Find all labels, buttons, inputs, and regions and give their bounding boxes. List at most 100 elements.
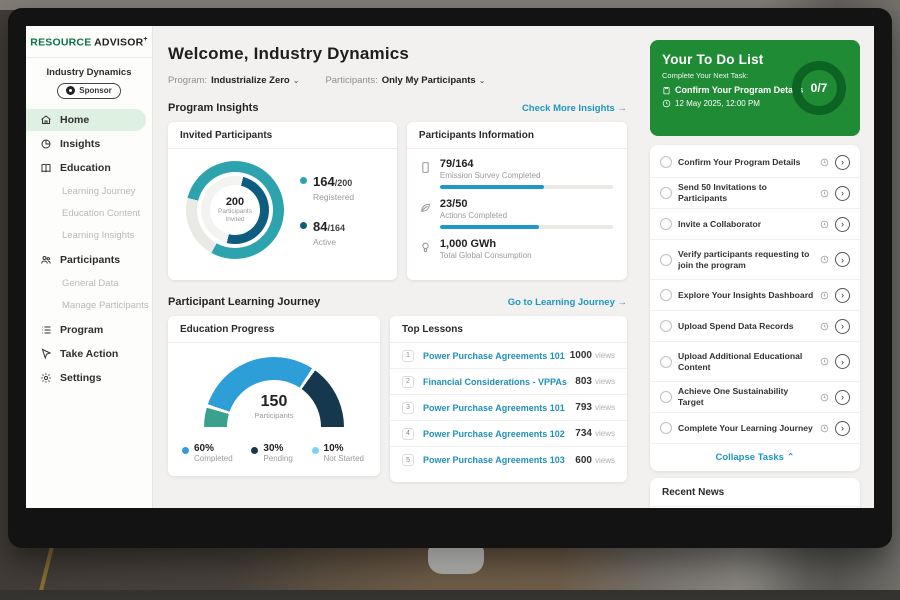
clock-icon [820,291,829,299]
sidebar-item-participants[interactable]: Participants [26,249,146,271]
task-go-button[interactable]: › [835,287,850,303]
lesson-views: 1000 [569,350,592,361]
chevron-right-icon: › [841,219,844,229]
program-filter[interactable]: Program: Industrialize Zero ⌄ [168,75,299,86]
active-dot-icon [300,222,307,229]
not-started-pct: 10% [323,443,344,454]
task-checkbox[interactable] [660,391,672,403]
task-checkbox[interactable] [660,320,672,332]
sidebar-item-program[interactable]: Program [26,319,146,341]
task-label: Upload Additional Educational Content [678,350,803,372]
lesson-title-link[interactable]: Financial Considerations - VPPAs [423,376,567,387]
sidebar-item-insights[interactable]: Insights [26,133,146,155]
task-row-send-invitations[interactable]: Send 50 Invitations to Participants › [650,178,860,209]
lesson-views-label: views [594,429,615,438]
filter-bar: Program: Industrialize Zero ⌄ Participants… [168,75,627,86]
sidebar: RESOURCE ADVISOR+ Industry Dynamics Spon… [26,26,153,508]
people-icon [41,255,51,264]
legend-pending: 30% Pending [251,443,293,463]
sidebar-item-manage-participants[interactable]: Manage Participants [62,299,149,311]
sidebar-item-education-content[interactable]: Education Content [62,207,141,219]
todo-tasks-card: Confirm Your Program Details › Send 50 I… [650,145,860,471]
task-row-invite-collaborator[interactable]: Invite a Collaborator › [650,209,860,240]
task-row-achieve-target[interactable]: Achieve One Sustainability Target › [650,382,860,413]
recent-news-card: Recent News [650,478,860,508]
chevron-down-icon: ⌄ [292,76,300,85]
stat-label: Actions Completed [439,211,508,220]
task-row-explore-insights[interactable]: Explore Your Insights Dashboard › [650,280,860,311]
invited-count: 200 [225,195,245,208]
bulb-icon [422,242,429,252]
program-filter-label: Program: [168,75,208,86]
participants-filter-value[interactable]: Only My Participants [381,75,476,86]
logo-text-advisor: ADVISOR [94,36,144,49]
task-checkbox[interactable] [660,422,672,434]
sidebar-item-settings[interactable]: Settings [26,367,146,389]
go-to-learning-journey-link[interactable]: Go to Learning Journey → [508,297,627,308]
stat-value: 79/164 [439,158,474,170]
task-row-upload-educational-content[interactable]: Upload Additional Educational Content › [650,342,860,382]
todo-title: Your To Do List [662,52,764,67]
donut-legend: 164/200 Registered 84/164 Active [300,173,354,247]
sidebar-item-label: Take Action [60,347,119,360]
dashboard-screen: RESOURCE ADVISOR+ Industry Dynamics Spon… [26,26,874,508]
task-go-button[interactable]: › [835,185,850,201]
task-checkbox[interactable] [660,253,672,266]
sidebar-item-take-action[interactable]: Take Action [26,343,146,365]
task-go-button[interactable]: › [835,216,850,232]
task-checkbox[interactable] [660,187,672,199]
chevron-right-icon: › [841,157,844,167]
chevron-right-icon: › [841,188,844,198]
task-row-upload-spend-data[interactable]: Upload Spend Data Records › [650,311,860,342]
card-title: Top Lessons [390,316,627,343]
task-go-button[interactable]: › [835,389,850,405]
task-go-button[interactable]: › [835,318,850,334]
monitor-stand [428,544,484,574]
background-bottom-strip [0,590,900,600]
task-checkbox[interactable] [660,156,672,168]
task-checkbox[interactable] [660,289,672,301]
sidebar-item-general-data[interactable]: General Data [62,277,119,289]
clock-icon [820,322,829,330]
donut-center-label: 200 Participants Invited [186,161,284,259]
task-go-button[interactable]: › [835,252,850,267]
lesson-title-link[interactable]: Power Purchase Agreements 103 [423,455,565,465]
sponsor-badge-label: Sponsor [79,86,112,95]
lesson-title-link[interactable]: Power Purchase Agreements 102 [423,428,565,439]
program-filter-value[interactable]: Industrialize Zero [211,75,290,86]
lesson-title-link[interactable]: Power Purchase Agreements 101 [423,402,565,413]
progressbar-fill [439,185,544,189]
todo-next-task-label: Confirm Your Program Details [675,85,804,95]
lesson-views-label: views [594,377,615,386]
invited-donut-chart: 200 Participants Invited [186,161,284,259]
task-row-confirm-program[interactable]: Confirm Your Program Details › [650,147,860,178]
lesson-row: 2 Financial Considerations - VPPAs 803 v… [390,369,627,395]
lesson-title-link[interactable]: Power Purchase Agreements 101 [423,350,565,361]
participants-filter[interactable]: Participants: Only My Participants ⌄ [325,75,485,86]
task-label: Complete Your Learning Journey [678,422,813,433]
task-go-button[interactable]: › [835,354,850,369]
sidebar-item-label: Program [60,323,104,336]
completed-label: Completed [194,454,233,463]
sidebar-item-learning-journey[interactable]: Learning Journey [62,185,136,197]
task-go-button[interactable]: › [835,420,850,436]
participants-information-card: Participants Information 79/164 Emission… [406,122,627,280]
invited-count-label: Participants Invited [218,207,252,223]
clipboard-icon [663,86,670,94]
sidebar-item-education[interactable]: Education [26,157,146,179]
task-row-verify-participants[interactable]: Verify participants requesting to join t… [650,240,860,280]
collapse-tasks-link[interactable]: Collapse Tasks ⌃ [650,444,860,465]
sidebar-item-learning-insights[interactable]: Learning Insights [62,229,135,241]
registered-total: /200 [334,178,353,188]
registered-dot-icon [300,177,307,184]
check-more-insights-link[interactable]: Check More Insights → [522,103,627,114]
task-checkbox[interactable] [660,355,672,368]
task-row-complete-learning-journey[interactable]: Complete Your Learning Journey › [650,413,860,444]
task-go-button[interactable]: › [835,154,850,170]
sidebar-item-home[interactable]: Home [26,108,146,131]
task-checkbox[interactable] [660,218,672,230]
card-title: Invited Participants [168,122,397,149]
sponsor-badge[interactable]: Sponsor [57,82,121,99]
program-insights-header: Program Insights Check More Insights → [168,102,627,114]
book-icon [41,163,51,172]
